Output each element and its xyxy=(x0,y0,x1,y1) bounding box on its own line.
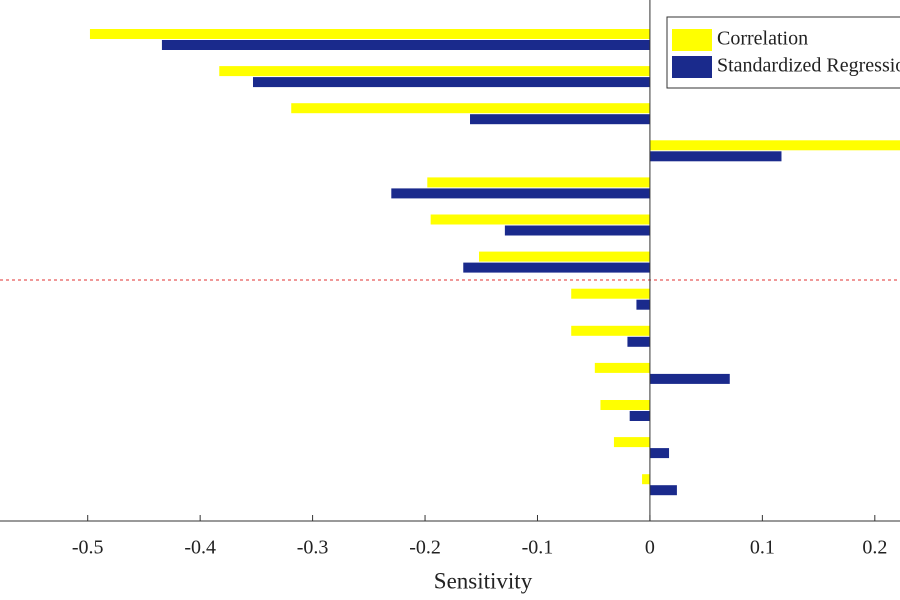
x-tick-label: -0.5 xyxy=(72,537,104,559)
bar xyxy=(636,299,650,310)
legend-box xyxy=(666,16,900,89)
bar xyxy=(649,373,730,384)
bar xyxy=(470,114,650,125)
bar xyxy=(627,336,650,347)
x-tick-label: 0.2 xyxy=(862,537,887,559)
bar xyxy=(642,474,650,485)
bar xyxy=(629,411,650,421)
x-tick-label: -0.2 xyxy=(409,537,441,559)
legend-swatch xyxy=(672,56,712,78)
legend-label: Standardized Regression xyxy=(717,55,900,77)
bar xyxy=(613,437,650,448)
bar xyxy=(291,103,650,114)
bar xyxy=(479,251,650,262)
bar xyxy=(571,288,650,299)
bar xyxy=(463,262,650,273)
legend-swatch xyxy=(672,29,712,51)
bar xyxy=(504,225,650,236)
bar xyxy=(219,66,650,77)
x-axis-label: Sensitivity xyxy=(434,568,533,593)
legend-label: Correlation xyxy=(717,28,808,50)
bar xyxy=(161,40,650,50)
bar xyxy=(649,485,677,496)
bar xyxy=(427,177,650,188)
plot-area xyxy=(89,29,900,496)
legend: Correlation Standardized Regression xyxy=(666,16,900,89)
x-tick-label: 0 xyxy=(645,537,655,559)
bar xyxy=(391,188,650,199)
x-tick-label: -0.3 xyxy=(297,537,329,559)
x-tick-label: -0.4 xyxy=(184,537,216,559)
bar xyxy=(649,140,900,151)
bar xyxy=(252,77,650,88)
bar xyxy=(600,400,650,410)
bar xyxy=(649,448,670,459)
x-tick-label: -0.1 xyxy=(522,537,554,559)
bar xyxy=(571,325,650,336)
bar xyxy=(649,151,782,162)
bar xyxy=(594,362,650,373)
bar xyxy=(89,29,650,39)
bar xyxy=(430,214,650,225)
x-tick-label: 0.1 xyxy=(750,537,775,559)
